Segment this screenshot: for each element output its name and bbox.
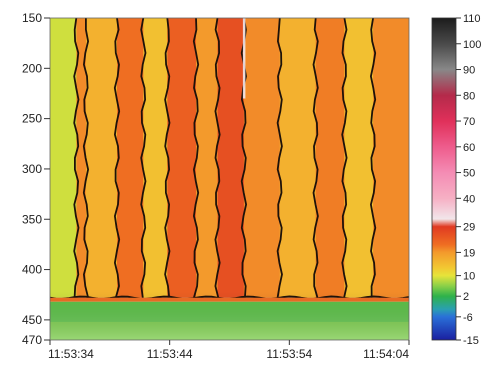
- y-tick-label-7: 470: [22, 333, 42, 347]
- colorbar-label-5: 60: [463, 142, 475, 154]
- y-tick-label-2: 250: [22, 112, 42, 126]
- y-tick-label-4: 350: [22, 212, 42, 226]
- colorbar-label-9: 19: [463, 247, 475, 259]
- x-tick-label-0: 11:53:34: [48, 347, 94, 361]
- colorbar-label-0: 110: [463, 13, 481, 25]
- colorbar-label-8: 29: [463, 222, 475, 234]
- heatmap-plot: [50, 18, 409, 340]
- x-tick-label-3: 11:54:04: [363, 347, 409, 361]
- colorbar-label-11: 2: [463, 291, 469, 303]
- colorbar-label-12: -6: [463, 312, 473, 324]
- y-tick-label-0: 150: [22, 11, 42, 25]
- x-tick-label-1: 11:53:44: [147, 347, 193, 361]
- y-tick-label-3: 300: [22, 162, 42, 176]
- colorbar-label-7: 40: [463, 193, 475, 205]
- y-axis: 150 200 250 300 350 400 450 470: [22, 11, 50, 347]
- colorbar-label-1: 100: [463, 39, 481, 51]
- plot-shading: [50, 18, 409, 340]
- colorbar-ticks: 110 100 90 80 70 60 50 40 29 19 10 2 -6 -15: [456, 13, 481, 347]
- colorbar-label-13: -15: [463, 335, 479, 347]
- y-tick-label-1: 200: [22, 61, 42, 75]
- colorbar-label-2: 90: [463, 65, 475, 77]
- x-tick-label-2: 11:53:54: [266, 347, 312, 361]
- colorbar-label-4: 70: [463, 116, 475, 128]
- plot-frame: [49, 17, 410, 341]
- colorbar-gradient: [431, 17, 457, 341]
- colorbar: [431, 17, 457, 341]
- colorbar-label-10: 10: [463, 271, 475, 283]
- colorbar-label-6: 50: [463, 168, 475, 180]
- y-tick-label-6: 450: [22, 313, 42, 327]
- y-tick-label-5: 400: [22, 263, 42, 277]
- colorbar-label-3: 80: [463, 90, 475, 102]
- x-axis: 11:53:34 11:53:44 11:53:54 11:54:04: [48, 340, 410, 361]
